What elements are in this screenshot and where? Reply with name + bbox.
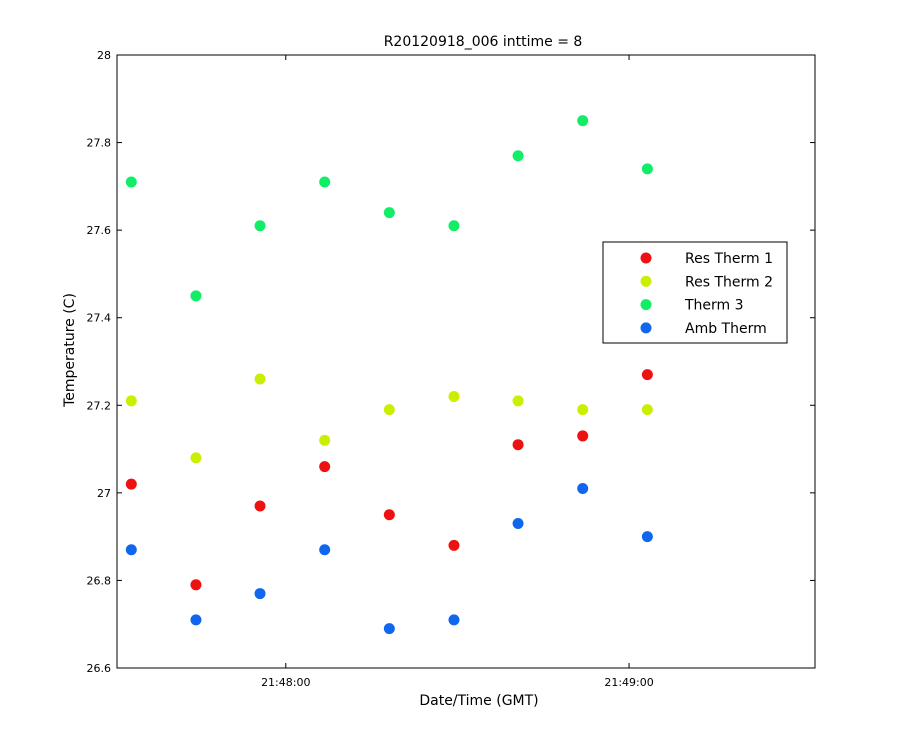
data-point: [125, 544, 137, 556]
data-point: [448, 614, 460, 626]
data-point: [448, 220, 460, 232]
data-point: [383, 404, 395, 416]
legend-box: [602, 241, 788, 344]
y-tick-label: 26.6: [87, 662, 112, 675]
series-amb-therm: [125, 482, 653, 635]
chart-title: R20120918_006 inttime = 8: [384, 34, 583, 50]
y-tick-label: 28: [97, 49, 111, 62]
legend-marker: [640, 252, 652, 264]
data-point: [383, 623, 395, 635]
data-point: [577, 482, 589, 494]
data-point: [383, 207, 395, 219]
x-axis: 21:48:00 21:49:00: [261, 55, 654, 689]
y-tick-label: 27.6: [87, 224, 112, 237]
legend-label: Therm 3: [684, 298, 744, 314]
y-tick-label: 27.8: [87, 137, 112, 150]
y-tick-label: 27.4: [87, 312, 112, 325]
legend-label: Res Therm 2: [685, 274, 773, 290]
data-point: [254, 373, 266, 385]
y-tick-label: 27: [97, 487, 111, 500]
legend: Res Therm 1 Res Therm 2 Therm 3 Amb Therm: [602, 241, 788, 344]
data-point: [125, 395, 137, 407]
plot-area: [116, 54, 816, 669]
data-point: [512, 395, 524, 407]
y-tick-label: 26.8: [87, 574, 112, 587]
series-res-therm-2: [125, 373, 653, 464]
data-point: [190, 290, 202, 302]
y-tick-label: 27.2: [87, 399, 112, 412]
data-point: [577, 115, 589, 127]
data-point: [512, 150, 524, 162]
data-point: [125, 478, 137, 490]
data-point: [448, 539, 460, 551]
series-res-therm-1: [125, 369, 653, 591]
data-point: [319, 544, 331, 556]
data-point: [319, 461, 331, 473]
data-point: [641, 163, 653, 175]
x-tick-label: 21:48:00: [261, 676, 310, 689]
legend-label: Amb Therm: [685, 321, 767, 337]
data-point: [512, 518, 524, 530]
data-point: [383, 509, 395, 521]
data-point: [190, 579, 202, 591]
legend-marker: [640, 322, 652, 334]
data-point: [319, 176, 331, 188]
data-point: [319, 434, 331, 446]
data-point: [448, 391, 460, 403]
data-point: [512, 439, 524, 451]
data-point: [641, 369, 653, 381]
data-point: [577, 404, 589, 416]
data-point: [254, 500, 266, 512]
data-point: [254, 220, 266, 232]
data-point: [641, 531, 653, 543]
data-point: [190, 452, 202, 464]
data-point: [641, 404, 653, 416]
x-axis-label: Date/Time (GMT): [419, 693, 538, 709]
y-axis: 26.6 26.8 27 27.2 27.4 27.6 27.8 28: [87, 49, 815, 675]
legend-marker: [640, 275, 652, 287]
data-point: [577, 430, 589, 442]
data-point: [190, 614, 202, 626]
data-point: [125, 176, 137, 188]
legend-marker: [640, 299, 652, 311]
data-point: [254, 588, 266, 600]
legend-label: Res Therm 1: [685, 251, 773, 267]
x-tick-label: 21:49:00: [604, 676, 653, 689]
y-axis-label: Temperature (C): [62, 293, 78, 408]
data-points: [125, 115, 653, 635]
series-therm-3: [125, 115, 653, 302]
